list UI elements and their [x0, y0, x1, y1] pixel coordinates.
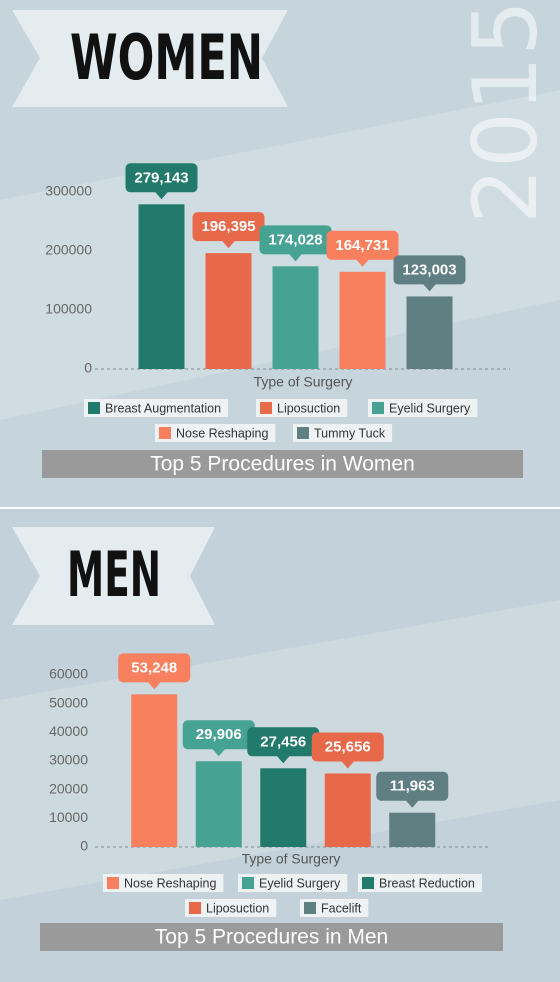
- callout: [393, 255, 466, 285]
- y-tick-label: 30000: [49, 752, 88, 768]
- legend-item: [256, 399, 348, 417]
- value-label: 11,963: [390, 778, 435, 795]
- y-tick-label: 60000: [49, 666, 88, 682]
- y-tick-label: 50000: [49, 694, 88, 710]
- callout-pointer: [422, 283, 437, 292]
- legend-swatch: [88, 402, 100, 414]
- legend-item: [84, 399, 229, 417]
- callout-pointer: [221, 240, 236, 249]
- legend-swatch: [242, 877, 254, 889]
- callout-pointer: [154, 191, 169, 200]
- banner: [12, 527, 215, 625]
- bar: [389, 812, 436, 847]
- bar: [138, 204, 185, 369]
- callout: [311, 732, 384, 762]
- banner-text: WOMEN: [70, 21, 263, 94]
- y-tick-label: 100000: [45, 301, 92, 317]
- value-label: 196,395: [201, 218, 255, 235]
- legend-item: [185, 899, 277, 917]
- legend-swatch: [297, 427, 309, 439]
- legend-item: [300, 899, 369, 917]
- callout: [247, 727, 320, 757]
- callout-pointer: [147, 681, 162, 690]
- value-label: 27,456: [260, 733, 306, 750]
- legend-item: [293, 424, 393, 442]
- legend-swatch: [260, 402, 272, 414]
- legend-label: Nose Reshaping: [124, 876, 216, 890]
- y-tick-label: 0: [80, 838, 88, 854]
- legend-swatch: [362, 877, 374, 889]
- callout-pointer: [405, 799, 420, 808]
- legend-item: [103, 874, 224, 892]
- legend-label: Liposuction: [206, 901, 269, 915]
- y-tick-label: 200000: [45, 242, 92, 258]
- value-label: 29,906: [196, 726, 242, 743]
- legend-swatch: [159, 427, 171, 439]
- callout: [118, 653, 191, 683]
- banner: [12, 10, 288, 107]
- bar: [195, 761, 242, 847]
- year-watermark: 2015: [454, 0, 557, 224]
- callout: [125, 163, 198, 193]
- bar: [260, 768, 307, 847]
- legend-label: Breast Reduction: [379, 876, 475, 890]
- legend-swatch: [107, 877, 119, 889]
- legend-swatch: [372, 402, 384, 414]
- legend-item: [155, 424, 276, 442]
- y-tick-label: 300000: [45, 183, 92, 199]
- legend-label: Liposuction: [277, 401, 340, 415]
- bar: [339, 271, 386, 369]
- legend-label: Eyelid Surgery: [389, 401, 471, 415]
- legend-label: Facelift: [321, 901, 362, 915]
- y-tick-label: 10000: [49, 809, 88, 825]
- bar: [406, 296, 453, 369]
- callout: [376, 771, 449, 801]
- legend-item: [368, 399, 478, 417]
- callout-pointer: [276, 755, 291, 764]
- x-axis-label: Type of Surgery: [254, 374, 353, 390]
- bar: [272, 266, 319, 369]
- value-label: 164,731: [335, 237, 389, 254]
- legend-label: Nose Reshaping: [176, 426, 268, 440]
- x-axis-label: Type of Surgery: [242, 851, 341, 867]
- legend-swatch: [304, 902, 316, 914]
- legend-label: Breast Augmentation: [105, 401, 221, 415]
- bar: [324, 773, 371, 847]
- legend-swatch: [189, 902, 201, 914]
- caption-bar: [40, 923, 503, 951]
- legend-item: [358, 874, 482, 892]
- caption-bar: [42, 450, 523, 478]
- chart-title: Top 5 Procedures in Men: [155, 926, 388, 949]
- value-label: 25,656: [325, 738, 371, 755]
- callout: [192, 212, 265, 242]
- value-label: 279,143: [134, 169, 188, 186]
- callout-pointer: [355, 258, 370, 267]
- legend-label: Eyelid Surgery: [259, 876, 341, 890]
- legend-item: [238, 874, 348, 892]
- bar: [205, 253, 252, 369]
- callout-pointer: [211, 748, 226, 757]
- value-label: 174,028: [268, 231, 322, 248]
- legend-label: Tummy Tuck: [314, 426, 386, 440]
- banner-text: MEN: [67, 538, 161, 611]
- y-tick-label: 20000: [49, 780, 88, 796]
- y-tick-label: 0: [84, 360, 92, 376]
- callout: [326, 230, 399, 260]
- callout-pointer: [288, 253, 303, 262]
- callout: [182, 720, 255, 750]
- callout: [259, 225, 332, 255]
- callout-pointer: [340, 760, 355, 769]
- value-label: 53,248: [131, 659, 177, 676]
- y-tick-label: 40000: [49, 723, 88, 739]
- value-label: 123,003: [402, 261, 456, 278]
- chart-title: Top 5 Procedures in Women: [150, 453, 415, 476]
- bar: [131, 694, 178, 847]
